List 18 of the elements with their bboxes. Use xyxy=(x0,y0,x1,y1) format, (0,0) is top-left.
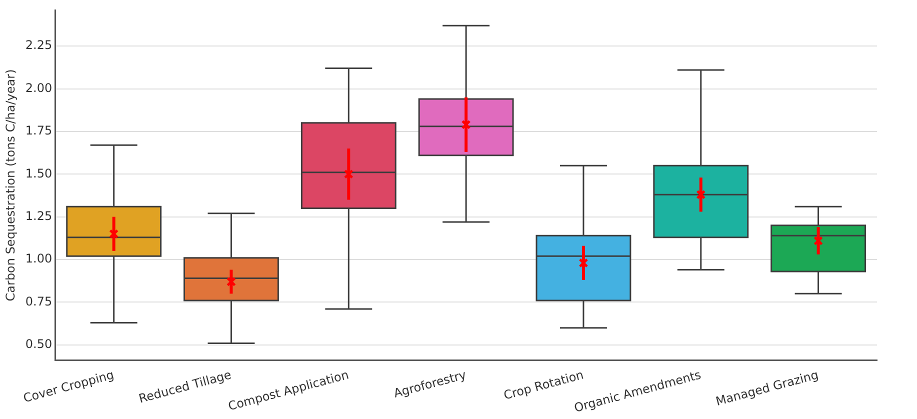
y-tick-label: 2.00 xyxy=(25,80,52,95)
y-tick-label: 1.75 xyxy=(25,124,52,138)
x-tick-label: Cover Cropping xyxy=(22,368,116,406)
y-tick-label: 1.00 xyxy=(25,252,52,266)
point xyxy=(344,169,354,179)
y-tick-label: 0.75 xyxy=(25,294,52,308)
point xyxy=(696,190,706,200)
y-axis-title: Carbon Sequestration (tons C/ha/year) xyxy=(3,69,18,302)
point xyxy=(578,258,588,268)
y-tick-label: 0.50 xyxy=(25,337,52,352)
point xyxy=(814,236,824,246)
y-tick-label: 2.25 xyxy=(25,38,52,52)
point xyxy=(461,120,471,130)
y-tick-label: 1.25 xyxy=(25,208,52,223)
y-tick-label: 1.50 xyxy=(25,166,52,180)
point xyxy=(226,276,236,287)
point xyxy=(109,229,119,239)
x-tick-label: Crop Rotation xyxy=(502,368,586,402)
